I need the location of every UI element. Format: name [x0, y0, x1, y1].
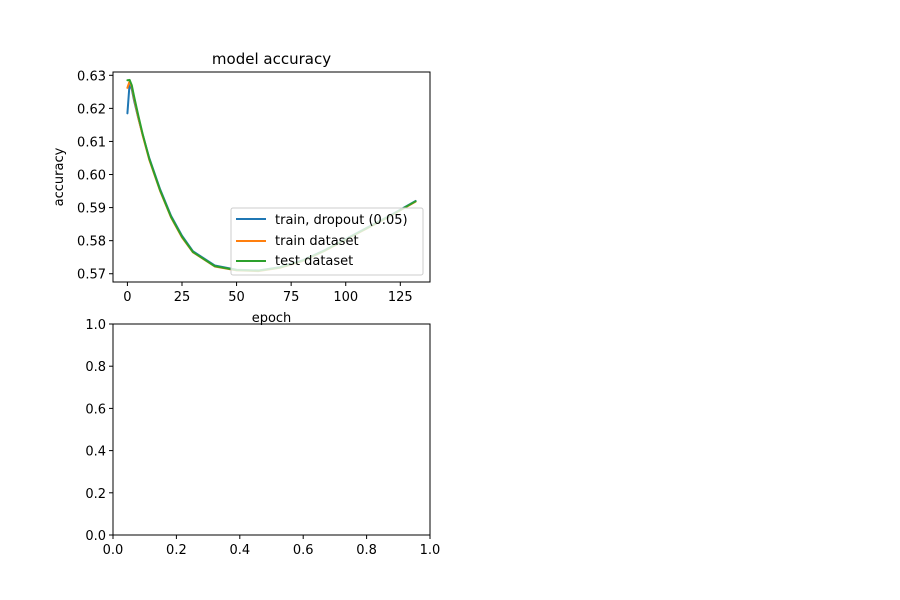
x-tick-label: 75	[283, 290, 300, 305]
y-tick-label: 0.60	[77, 169, 106, 184]
bottom-axis-ticks: 0.0 0.2 0.4 0.6 0.8 1.0 0.0 0.2 0.4 0.6 0.8 1.0	[85, 318, 440, 558]
y-tick-label: 0.2	[85, 487, 106, 502]
x-tick-label: 0.4	[229, 543, 250, 558]
x-tick-label: 0	[123, 290, 131, 305]
y-axis-label: accuracy	[52, 147, 67, 206]
y-tick-label: 0.59	[77, 202, 106, 217]
x-tick-label: 0.0	[103, 543, 124, 558]
top-axis-ticks: 0 25 50 75 100 125 0.57 0.58 0.59 0.60 0.61 0.62 0.6…	[77, 69, 413, 305]
x-tick-label: 100	[333, 290, 358, 305]
chart-title: model accuracy	[212, 50, 331, 68]
top-axes-frame	[112, 71, 431, 283]
accuracy-chart: model accuracy 0 25 50 75 100 125 0.57 0.58 0.59…	[52, 50, 431, 326]
legend-label-test-dataset: test dataset	[275, 254, 353, 269]
legend-label-train-dataset: train dataset	[275, 234, 359, 249]
bottom-axes-frame	[112, 323, 431, 536]
legend-label-train-dropout: train, dropout (0.05)	[275, 213, 408, 228]
x-tick-label: 50	[228, 290, 245, 305]
y-tick-label: 0.62	[77, 102, 106, 117]
y-tick-label: 0.8	[85, 360, 106, 375]
legend-box	[230, 207, 424, 276]
x-tick-label: 0.6	[293, 543, 314, 558]
y-tick-label: 0.6	[85, 402, 106, 417]
y-tick-label: 0.61	[77, 135, 106, 150]
y-tick-label: 0.63	[77, 69, 106, 84]
empty-chart: 0.0 0.2 0.4 0.6 0.8 1.0 0.0 0.2 0.4 0.6 0.8 1.0	[85, 318, 440, 558]
y-tick-label: 0.58	[77, 235, 106, 250]
y-tick-label: 0.57	[77, 268, 106, 283]
y-tick-label: 1.0	[85, 318, 106, 333]
y-tick-label: 0.0	[85, 529, 106, 544]
y-tick-label: 0.4	[85, 445, 106, 460]
x-tick-label: 25	[174, 290, 191, 305]
x-tick-label: 125	[388, 290, 413, 305]
x-axis-label: epoch	[252, 311, 292, 326]
x-tick-label: 0.2	[166, 543, 187, 558]
x-tick-label: 1.0	[420, 543, 441, 558]
legend: train, dropout (0.05) train dataset test…	[230, 207, 424, 276]
x-tick-label: 0.8	[356, 543, 377, 558]
